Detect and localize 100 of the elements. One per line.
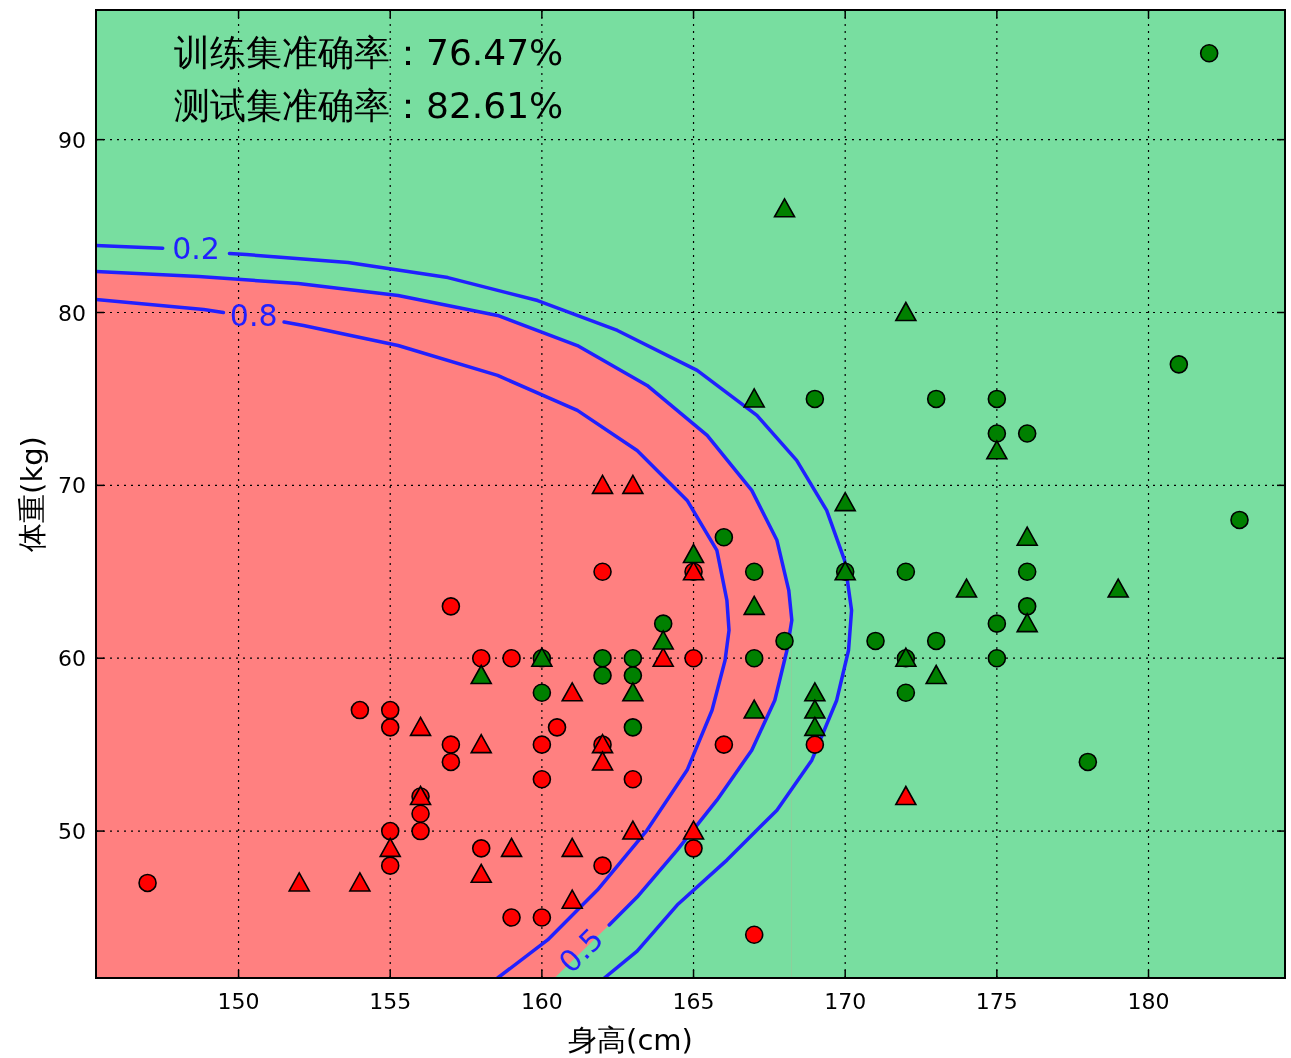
- point: [502, 648, 521, 668]
- point: [743, 388, 765, 408]
- point: [896, 683, 916, 703]
- point: [1199, 43, 1219, 63]
- point: [441, 752, 461, 772]
- point: [138, 873, 157, 893]
- point: [1017, 562, 1037, 582]
- point: [926, 389, 946, 409]
- point: [622, 820, 644, 840]
- point: [532, 683, 552, 703]
- point: [804, 699, 826, 719]
- point: [1016, 612, 1038, 633]
- point: [682, 820, 705, 840]
- point: [775, 631, 794, 651]
- point: [652, 630, 674, 650]
- point: [866, 631, 885, 651]
- point: [744, 648, 764, 668]
- point: [622, 474, 644, 495]
- point: [652, 647, 674, 668]
- y-tick-label: 50: [58, 819, 86, 845]
- point: [350, 700, 370, 720]
- point: [955, 578, 978, 598]
- point: [926, 631, 946, 651]
- point: [834, 491, 856, 512]
- point: [1230, 510, 1249, 530]
- x-tick-label: 160: [520, 989, 563, 1014]
- point: [895, 785, 917, 806]
- point: [895, 301, 917, 322]
- point: [714, 735, 734, 754]
- point: [623, 769, 643, 789]
- point: [532, 908, 552, 927]
- point: [380, 700, 400, 720]
- point: [441, 735, 461, 754]
- point: [380, 718, 400, 737]
- point: [804, 716, 826, 737]
- y-tick-label: 60: [58, 646, 86, 672]
- point: [1107, 578, 1129, 598]
- point: [986, 439, 1008, 460]
- point: [593, 648, 612, 668]
- point: [593, 856, 612, 875]
- point: [470, 664, 493, 685]
- point: [561, 889, 584, 910]
- point: [547, 718, 567, 737]
- point: [805, 389, 825, 409]
- point: [743, 699, 765, 719]
- x-axis-title: 身高(cm): [568, 1023, 693, 1057]
- point: [502, 908, 521, 927]
- point: [682, 543, 705, 564]
- point: [500, 837, 523, 858]
- point: [925, 664, 947, 685]
- point: [805, 735, 825, 754]
- text: 0.5: [551, 921, 611, 980]
- point: [561, 681, 584, 702]
- y-axis-title: 体重(kg): [15, 436, 49, 552]
- point: [987, 389, 1007, 409]
- x-tick-label: 175: [975, 989, 1018, 1014]
- point: [470, 733, 493, 754]
- point: [714, 527, 734, 547]
- point: [593, 666, 612, 685]
- series-label: 0.8: [229, 297, 278, 333]
- point: [1169, 355, 1189, 374]
- point: [1017, 597, 1037, 616]
- y-tick-label: 70: [58, 473, 86, 499]
- point: [591, 751, 614, 771]
- point: [773, 197, 796, 218]
- point: [411, 821, 430, 841]
- point: [409, 716, 432, 737]
- x-tick-label: 170: [824, 989, 867, 1014]
- point: [561, 837, 584, 858]
- point: [623, 718, 643, 737]
- point: [471, 839, 491, 858]
- point: [1016, 526, 1038, 547]
- point: [1017, 424, 1037, 443]
- point: [379, 837, 402, 858]
- x-tick-label: 155: [369, 989, 412, 1014]
- point: [380, 821, 400, 841]
- point: [987, 614, 1007, 633]
- point: [623, 666, 643, 685]
- x-tick-label: 165: [672, 989, 715, 1014]
- x-tick-label: 180: [1127, 989, 1170, 1014]
- point: [441, 597, 461, 616]
- y-tick-label: 90: [58, 127, 86, 153]
- point: [471, 648, 491, 668]
- point: [470, 863, 493, 884]
- point: [380, 856, 400, 875]
- point: [744, 925, 764, 945]
- annotation: 测试集准确率：82.61%: [174, 85, 564, 126]
- x-tick-label: 150: [217, 989, 260, 1014]
- point: [684, 648, 703, 668]
- point: [349, 872, 371, 892]
- point: [744, 562, 764, 582]
- point: [411, 804, 430, 824]
- point: [593, 562, 612, 582]
- point: [987, 424, 1007, 443]
- point: [591, 474, 614, 495]
- point: [288, 872, 311, 892]
- point: [532, 769, 552, 789]
- point: [1078, 752, 1098, 772]
- point: [653, 614, 673, 633]
- point: [896, 562, 916, 582]
